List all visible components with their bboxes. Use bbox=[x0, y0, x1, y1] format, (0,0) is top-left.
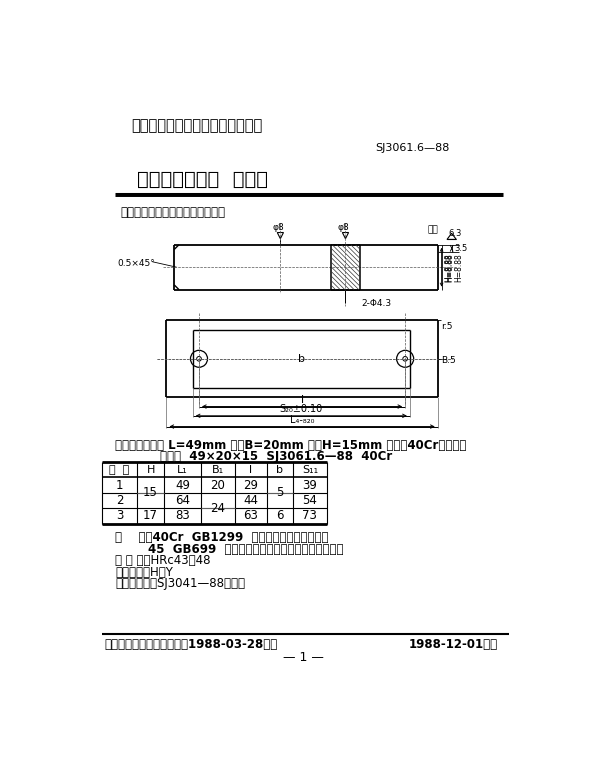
Polygon shape bbox=[447, 233, 457, 239]
Text: b: b bbox=[277, 465, 283, 475]
Text: 5: 5 bbox=[277, 486, 284, 500]
Text: r.5: r.5 bbox=[442, 322, 453, 331]
Text: 中华人民共和国电子工业部1988-03-28批准: 中华人民共和国电子工业部1988-03-28批准 bbox=[104, 637, 278, 650]
Polygon shape bbox=[277, 232, 283, 238]
Text: B.5: B.5 bbox=[442, 356, 457, 365]
Text: 73: 73 bbox=[302, 509, 317, 522]
Text: 64: 64 bbox=[175, 494, 190, 507]
Text: 24: 24 bbox=[211, 502, 226, 515]
Text: 63: 63 bbox=[244, 509, 259, 522]
Text: B₁: B₁ bbox=[212, 465, 224, 475]
Text: φ8: φ8 bbox=[338, 223, 349, 232]
Text: 表面处理：H，Y: 表面处理：H，Y bbox=[115, 566, 173, 579]
Text: L₁: L₁ bbox=[178, 465, 188, 475]
Text: H=8.88
H=8.88: H=8.88 H=8.88 bbox=[444, 253, 463, 282]
Text: 3: 3 bbox=[116, 509, 123, 522]
Text: 17: 17 bbox=[143, 509, 158, 522]
Text: 45  GB699  《优质碳素结构钢号和一般技术条件》: 45 GB699 《优质碳素结构钢号和一般技术条件》 bbox=[115, 543, 344, 556]
Text: H: H bbox=[146, 465, 155, 475]
Text: 技术条件：按SJ3041—88的规定: 技术条件：按SJ3041—88的规定 bbox=[115, 578, 245, 590]
Text: 标记示例：长度 L=49mm 宽度B=20mm 厚度H=15mm 材料为40Cr的下垫板: 标记示例：长度 L=49mm 宽度B=20mm 厚度H=15mm 材料为40Cr… bbox=[115, 439, 467, 452]
Text: 20: 20 bbox=[211, 478, 226, 491]
Text: 中华人民共和国电子工业部部标准: 中华人民共和国电子工业部部标准 bbox=[131, 118, 262, 132]
Text: 3.5: 3.5 bbox=[454, 244, 467, 253]
Text: S₂₀±0.10: S₂₀±0.10 bbox=[280, 404, 323, 414]
Text: 序  号: 序 号 bbox=[109, 465, 130, 475]
Text: 本标准规定了该下垫板的详细要求: 本标准规定了该下垫板的详细要求 bbox=[120, 207, 225, 220]
Text: 0.5×45°: 0.5×45° bbox=[118, 260, 155, 269]
Text: 83: 83 bbox=[175, 509, 190, 522]
Text: 54: 54 bbox=[302, 494, 317, 507]
Polygon shape bbox=[343, 232, 349, 238]
Text: 热 处 理：HRc43～48: 热 处 理：HRc43～48 bbox=[115, 554, 211, 568]
Text: 材    料：40Cr  GB1299  《合金工具钢技术条件》: 材 料：40Cr GB1299 《合金工具钢技术条件》 bbox=[115, 531, 329, 544]
Text: S₁₁: S₁₁ bbox=[302, 465, 318, 475]
Text: 39: 39 bbox=[302, 478, 317, 491]
Text: 6.3: 6.3 bbox=[449, 229, 462, 238]
Text: 29: 29 bbox=[244, 478, 259, 491]
Text: 6: 6 bbox=[276, 509, 284, 522]
Text: L₄-₈₂₀: L₄-₈₂₀ bbox=[290, 415, 314, 425]
Text: SJ3061.6—88: SJ3061.6—88 bbox=[376, 143, 450, 153]
Text: H=8.88: H=8.88 bbox=[445, 253, 454, 282]
Text: 1988-12-01实施: 1988-12-01实施 bbox=[408, 637, 497, 650]
Text: 2-Φ4.3: 2-Φ4.3 bbox=[362, 299, 392, 308]
Text: b: b bbox=[298, 354, 305, 364]
Text: 2: 2 bbox=[116, 494, 124, 507]
Text: φ8: φ8 bbox=[272, 223, 284, 232]
Text: 15: 15 bbox=[143, 486, 158, 500]
Text: 49: 49 bbox=[175, 478, 190, 491]
Text: 下垫板  49×20×15  SJ3061.6—88  40Cr: 下垫板 49×20×15 SJ3061.6—88 40Cr bbox=[160, 450, 392, 463]
Text: 其余: 其余 bbox=[428, 226, 439, 235]
Text: l: l bbox=[250, 465, 253, 475]
Text: — 1 —: — 1 — bbox=[283, 650, 324, 664]
Text: 44: 44 bbox=[244, 494, 259, 507]
Text: 1: 1 bbox=[116, 478, 124, 491]
Text: l: l bbox=[301, 395, 304, 405]
Text: 冲裁模通用模架  下垫板: 冲裁模通用模架 下垫板 bbox=[137, 170, 268, 189]
